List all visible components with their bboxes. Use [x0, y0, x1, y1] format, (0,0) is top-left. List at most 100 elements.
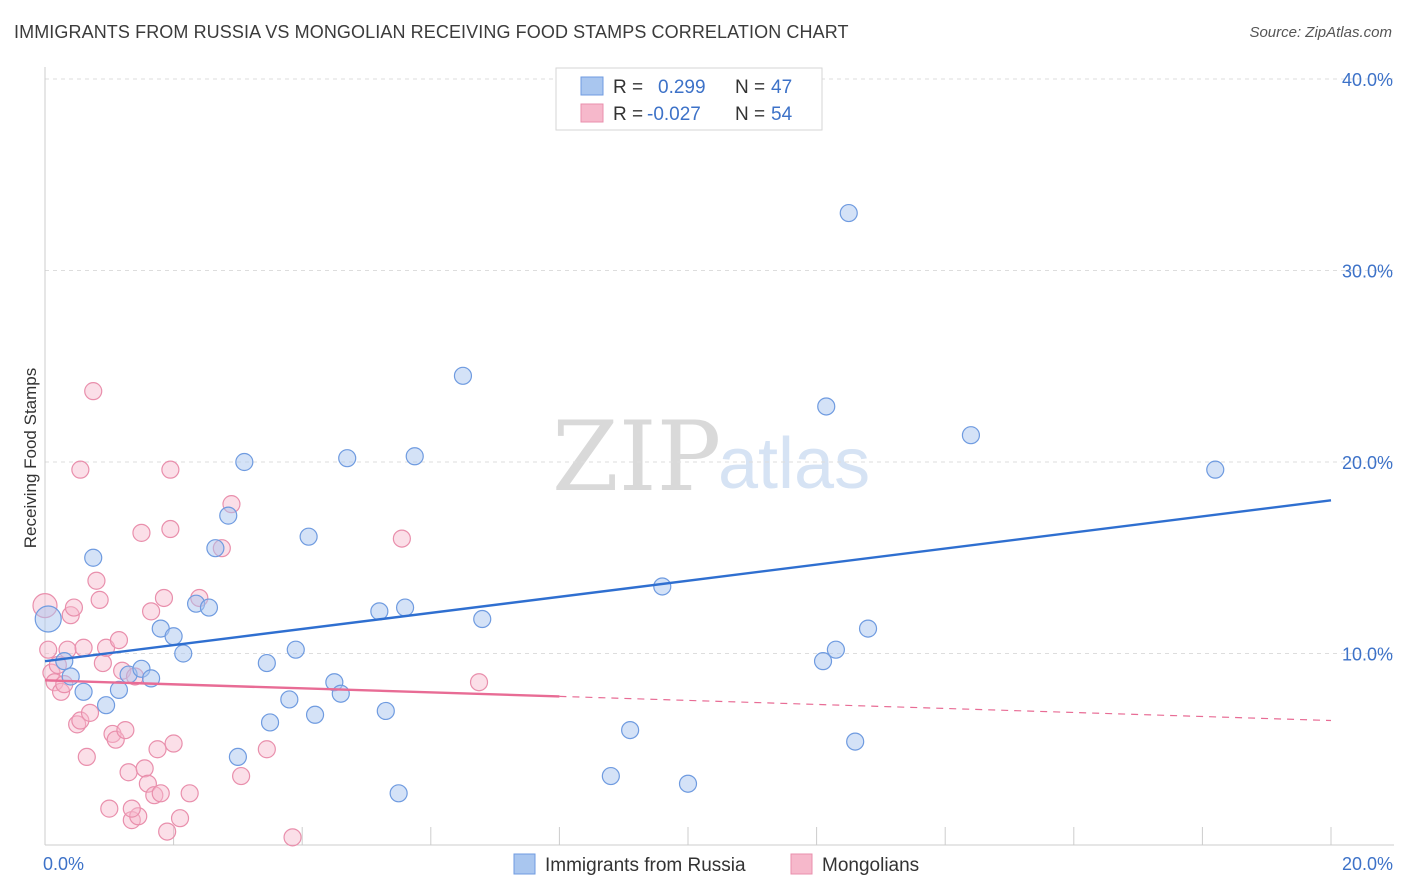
mongolians-point	[145, 786, 164, 805]
mongolians-point	[180, 784, 199, 803]
legend-n-value-russia: 47	[771, 77, 792, 98]
mongolians-points	[32, 382, 489, 847]
russia-point	[280, 690, 299, 709]
russia-point	[370, 602, 389, 621]
russia-point	[206, 539, 225, 558]
mongolians-point	[116, 720, 135, 740]
mongolians-point	[170, 809, 190, 828]
watermark-zip: ZIP	[552, 401, 721, 513]
x-tick-label: 20.0%	[1342, 854, 1393, 874]
mongolians-point	[87, 571, 106, 590]
russia-point	[453, 366, 473, 385]
series-legend-swatch-russia	[513, 853, 536, 875]
legend-r-value-russia: 0.299	[658, 77, 706, 98]
russia-point	[473, 609, 492, 629]
y-tick-label: 40.0%	[1342, 70, 1393, 90]
mongolians-point	[283, 828, 302, 847]
mongolians-point	[77, 747, 96, 767]
russia-point	[74, 682, 93, 701]
mongolians-point	[106, 730, 125, 749]
russia-point	[395, 598, 415, 617]
russia-point	[621, 720, 640, 740]
russia-point	[84, 548, 103, 567]
russia-trend-line	[44, 499, 1332, 663]
russia-point	[96, 696, 116, 715]
russia-point	[235, 452, 254, 472]
legend-r-label-mongolians: R =	[613, 104, 643, 125]
mongolians-point	[39, 640, 58, 659]
mongolians-point	[232, 766, 251, 786]
mongolians-point	[80, 703, 100, 722]
russia-point	[389, 784, 408, 803]
russia-points	[34, 203, 1225, 803]
russia-point	[34, 605, 62, 633]
y-tick-label: 10.0%	[1342, 645, 1393, 665]
legend-r-label-russia: R =	[613, 77, 643, 98]
mongolians-point	[151, 784, 170, 803]
mongolians-point	[135, 759, 154, 778]
russia-point	[331, 684, 350, 703]
russia-point	[846, 732, 865, 751]
russia-point	[601, 766, 620, 786]
mongolians-point	[74, 638, 93, 657]
mongolians-point	[109, 630, 129, 650]
russia-point	[260, 713, 280, 732]
mongolians-point	[84, 382, 103, 401]
mongolians-point	[93, 653, 112, 673]
chart-title: IMMIGRANTS FROM RUSSIA VS MONGOLIAN RECE…	[14, 22, 849, 42]
russia-point	[286, 640, 305, 659]
legend-n-label-mongolians: N =	[735, 104, 765, 125]
russia-point	[164, 627, 183, 646]
mongolians-point	[64, 598, 84, 617]
russia-point	[55, 652, 74, 671]
mongolians-point	[90, 590, 109, 609]
russia-point	[1206, 460, 1225, 479]
y-tick-label: 20.0%	[1342, 453, 1393, 473]
legend-swatch-mongolians	[580, 103, 604, 123]
mongolians-point	[132, 523, 151, 542]
mongolians-point	[119, 763, 138, 782]
gridlines	[45, 78, 1394, 654]
y-tick-label: 30.0%	[1342, 262, 1393, 282]
russia-point	[817, 397, 836, 416]
mongolians-point	[138, 774, 157, 793]
mongolians-point	[469, 673, 489, 692]
mongolians-point	[141, 602, 161, 621]
mongolians-point	[122, 799, 141, 818]
x-tick-label: 0.0%	[43, 854, 84, 874]
series-legend-label-mongolians: Mongolians	[822, 855, 919, 876]
russia-point	[199, 598, 219, 617]
mongolians-trend-line-dashed	[559, 695, 1332, 722]
mongolians-point	[161, 519, 180, 539]
legend-swatch-russia	[580, 76, 604, 96]
series-legend-swatch-mongolians	[790, 853, 813, 875]
russia-point	[299, 527, 318, 546]
russia-point	[678, 774, 698, 793]
russia-point	[174, 644, 193, 663]
russia-point	[653, 577, 672, 596]
russia-point	[858, 619, 878, 638]
watermark-atlas: atlas	[718, 424, 870, 504]
tick-labels: 10.0% 20.0% 30.0% 40.0% 0.0% 20.0%	[43, 70, 1393, 874]
axes	[44, 67, 1394, 846]
mongolians-point	[392, 529, 411, 548]
russia-point	[405, 447, 424, 466]
russia-point	[257, 653, 276, 673]
legend-n-value-mongolians: 54	[771, 104, 793, 125]
russia-point	[813, 652, 833, 671]
legend-r-value-mongolians: -0.027	[647, 104, 701, 125]
mongolians-point	[71, 711, 90, 730]
y-axis-label: Receiving Food Stamps	[21, 368, 40, 548]
mongolians-point	[148, 740, 167, 759]
stats-legend: R = 0.299 N = 47 R = -0.027 N = 54	[555, 67, 823, 131]
trend-lines	[44, 499, 1332, 722]
russia-point	[219, 506, 238, 525]
russia-point	[961, 426, 981, 445]
russia-point	[109, 680, 129, 699]
mongolians-point	[158, 822, 177, 841]
mongolians-point	[164, 734, 183, 753]
russia-point	[338, 449, 357, 468]
russia-point	[826, 640, 845, 659]
mongolians-point	[154, 588, 174, 608]
